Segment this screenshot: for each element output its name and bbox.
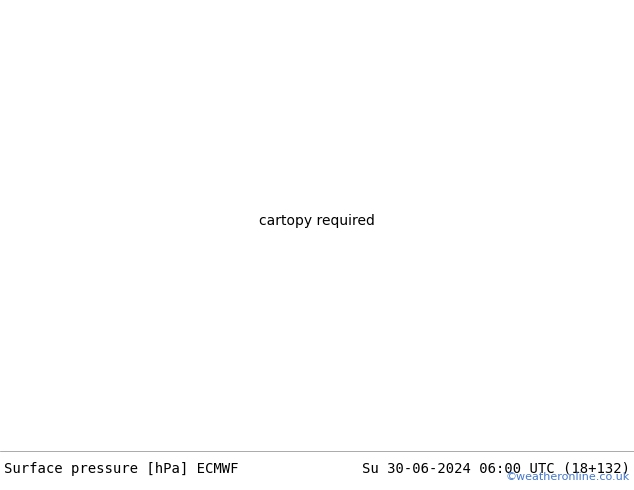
- Text: ©weatheronline.co.uk: ©weatheronline.co.uk: [506, 472, 630, 482]
- Text: cartopy required: cartopy required: [259, 214, 375, 228]
- Text: Su 30-06-2024 06:00 UTC (18+132): Su 30-06-2024 06:00 UTC (18+132): [362, 462, 630, 476]
- Text: Surface pressure [hPa] ECMWF: Surface pressure [hPa] ECMWF: [4, 462, 238, 476]
